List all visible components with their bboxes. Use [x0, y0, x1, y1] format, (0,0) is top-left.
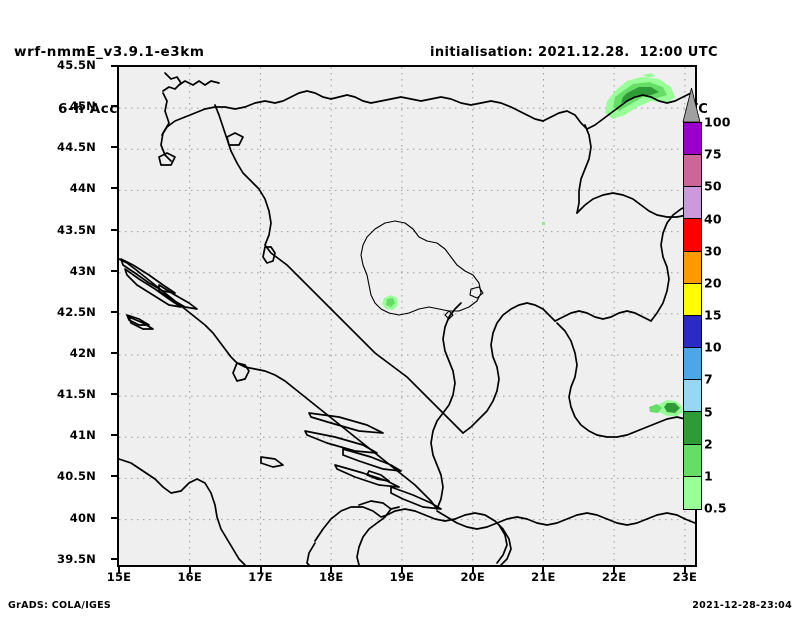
y-tick-label: 40.5N — [57, 469, 96, 484]
y-tick-label: 44N — [69, 181, 96, 196]
y-tick — [111, 434, 117, 437]
render-timestamp-label: 2021-12-28-23:04 — [692, 600, 792, 611]
y-tick-label: 42N — [69, 346, 96, 360]
colorbar-tick-label: 5 — [704, 404, 713, 419]
colorbar-tick-label: 20 — [704, 275, 722, 291]
colorbar-tick-label: 0.5 — [704, 500, 727, 516]
colorbar-tick-label: 15 — [704, 307, 722, 323]
colorbar-tick-label: 10 — [704, 339, 722, 355]
colorbar-band — [684, 348, 701, 381]
y-tick — [111, 557, 117, 560]
y-tick-label: 45.5N — [57, 58, 96, 72]
x-tick-label: 18E — [318, 570, 344, 584]
colorbar-band — [684, 123, 701, 156]
x-tick — [683, 567, 686, 573]
y-tick — [111, 393, 117, 396]
x-tick — [259, 567, 262, 573]
colorbar-band — [684, 219, 701, 252]
x-tick — [471, 567, 474, 573]
x-tick — [330, 567, 333, 573]
colorbar-tick-label: 1 — [704, 468, 713, 484]
precip-patch-east-border — [649, 400, 683, 416]
x-tick-label: 17E — [248, 570, 273, 584]
y-tick — [111, 65, 117, 67]
x-tick-label: 20E — [460, 570, 485, 584]
x-tick — [613, 567, 616, 573]
grads-credit-label: GrADS: COLA/IGES — [8, 600, 112, 611]
map-plot-area — [117, 65, 697, 567]
colorbar-band — [684, 444, 701, 477]
x-tick-label: 21E — [531, 570, 556, 584]
colorbar-tick-label: 30 — [704, 243, 722, 259]
colorbar — [683, 122, 702, 510]
y-tick — [111, 269, 117, 272]
y-tick-label: 45N — [69, 99, 96, 114]
x-tick-label: 22E — [601, 570, 627, 584]
y-tick-label: 43.5N — [57, 222, 96, 237]
y-tick — [111, 105, 117, 108]
y-tick — [111, 146, 117, 149]
y-tick — [111, 352, 117, 354]
x-tick-label: 16E — [177, 570, 202, 584]
y-tick — [111, 475, 117, 478]
colorbar-tick-label: 50 — [704, 178, 722, 194]
precip-patch-trace — [542, 222, 545, 225]
colorbar-band — [684, 380, 701, 413]
colorbar-tick-label: 100 — [704, 114, 731, 130]
y-tick-label: 43N — [69, 263, 96, 278]
x-tick — [118, 567, 120, 573]
x-tick — [188, 567, 191, 573]
map-canvas — [119, 67, 695, 565]
initialisation-label: initialisation: 2021.12.28. 12:00 UTC — [430, 45, 718, 60]
y-tick — [111, 516, 117, 519]
y-tick — [111, 228, 117, 231]
colorbar-over-triangle — [682, 88, 701, 122]
colorbar-tick-label: 40 — [704, 211, 722, 226]
colorbar-tick-label: 7 — [704, 371, 713, 387]
colorbar-band — [684, 187, 701, 220]
y-tick — [111, 310, 117, 313]
map-coastlines-and-borders — [119, 72, 695, 565]
colorbar-band — [684, 315, 701, 349]
model-name-label: wrf-nmmE_v3.9.1-e3km — [14, 44, 205, 60]
y-tick-label: 44.5N — [57, 140, 96, 155]
y-tick-label: 41.5N — [57, 387, 96, 402]
colorbar-band — [684, 155, 701, 188]
x-tick-label: 15E — [106, 570, 132, 584]
precip-patch-kosovo — [382, 295, 398, 310]
y-tick — [111, 187, 117, 190]
y-tick-label: 41N — [69, 428, 96, 443]
colorbar-tick-label: 2 — [704, 436, 713, 452]
colorbar-tick-label: 75 — [704, 146, 722, 162]
colorbar-band — [684, 412, 701, 445]
y-tick-label: 42.5N — [57, 304, 96, 319]
y-tick-label: 39.5N — [57, 551, 96, 566]
x-tick — [400, 567, 403, 573]
x-tick-label: 23E — [672, 570, 698, 584]
colorbar-band — [684, 283, 701, 316]
x-tick-label: 19E — [389, 570, 415, 584]
colorbar-band — [684, 251, 701, 284]
x-tick — [542, 567, 545, 573]
y-tick-label: 40N — [69, 510, 96, 525]
colorbar-band — [684, 476, 701, 509]
